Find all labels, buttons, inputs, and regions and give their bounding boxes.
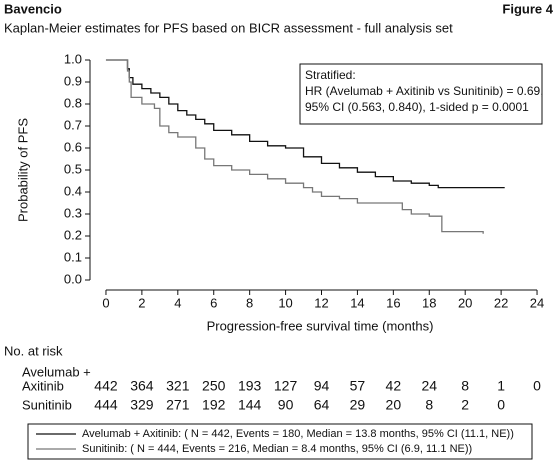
risk-count: 444 xyxy=(94,397,118,413)
risk-count: 321 xyxy=(166,378,190,394)
annotation-text: Stratified: xyxy=(305,68,356,82)
risk-count: 2 xyxy=(461,397,469,413)
annotation-box xyxy=(299,63,543,125)
x-tick-label: 16 xyxy=(386,295,400,310)
x-tick-label: 24 xyxy=(530,295,544,310)
y-tick-label: 1.0 xyxy=(64,51,82,66)
figure-label: Figure 4 xyxy=(502,1,553,16)
risk-row-label: Sunitinib xyxy=(22,397,72,412)
annotation-text: 95% CI (0.563, 0.840), 1-sided p = 0.000… xyxy=(305,100,529,114)
y-tick-label: 0.2 xyxy=(64,227,82,242)
risk-count: 24 xyxy=(421,378,437,394)
y-tick-label: 0.7 xyxy=(64,117,82,132)
chart-title: Kaplan-Meier estimates for PFS based on … xyxy=(4,20,453,35)
x-tick-label: 8 xyxy=(246,295,253,310)
legend-box xyxy=(27,423,533,460)
risk-count: 42 xyxy=(386,378,402,394)
risk-count: 329 xyxy=(130,397,154,413)
x-tick-label: 22 xyxy=(494,295,508,310)
brand: Bavencio xyxy=(4,1,62,16)
y-tick-label: 0.4 xyxy=(64,183,82,198)
risk-count: 271 xyxy=(166,397,190,413)
y-tick-label: 0.6 xyxy=(64,139,82,154)
y-tick-label: 0.8 xyxy=(64,95,82,110)
risk-count: 442 xyxy=(94,378,118,394)
x-tick-label: 20 xyxy=(458,295,472,310)
risk-count: 57 xyxy=(350,378,366,394)
risk-count: 1 xyxy=(497,378,505,394)
risk-row-label: Avelumab + xyxy=(22,364,91,379)
y-axis-label: Probability of PFS xyxy=(15,118,30,222)
risk-count: 127 xyxy=(274,378,298,394)
km-curve xyxy=(105,59,484,234)
risk-table-title: No. at risk xyxy=(4,343,63,358)
y-tick-label: 0.9 xyxy=(64,73,82,88)
x-tick-label: 2 xyxy=(138,295,145,310)
x-axis-label: Progression-free survival time (months) xyxy=(207,318,434,333)
y-tick-label: 0.1 xyxy=(64,249,82,264)
risk-count: 94 xyxy=(314,378,330,394)
x-tick-label: 10 xyxy=(278,295,292,310)
legend-label: Avelumab + Axitinib: ( N = 442, Events =… xyxy=(82,428,514,440)
risk-count: 0 xyxy=(497,397,505,413)
x-tick-label: 0 xyxy=(102,295,109,310)
x-tick-label: 4 xyxy=(174,295,181,310)
legend-label: Sunitinib: ( N = 444, Events = 216, Medi… xyxy=(82,443,472,455)
annotation-text: HR (Avelumab + Axitinib vs Sunitinib) = … xyxy=(305,84,544,98)
y-tick-label: 0.0 xyxy=(64,271,82,286)
risk-count: 193 xyxy=(238,378,262,394)
risk-count: 90 xyxy=(278,397,294,413)
y-tick-label: 0.5 xyxy=(64,161,82,176)
x-tick-label: 12 xyxy=(314,295,328,310)
risk-count: 8 xyxy=(461,378,469,394)
risk-count: 20 xyxy=(386,397,402,413)
risk-count: 0 xyxy=(533,378,541,394)
risk-count: 8 xyxy=(425,397,433,413)
risk-count: 29 xyxy=(350,397,366,413)
risk-row-label: Axitinib xyxy=(22,378,64,393)
x-tick-label: 18 xyxy=(422,295,436,310)
y-tick-label: 0.3 xyxy=(64,205,82,220)
risk-count: 64 xyxy=(314,397,330,413)
km-curve xyxy=(105,59,505,189)
risk-count: 144 xyxy=(238,397,262,413)
x-tick-label: 14 xyxy=(350,295,364,310)
risk-count: 364 xyxy=(130,378,154,394)
x-tick-label: 6 xyxy=(210,295,217,310)
risk-count: 250 xyxy=(202,378,226,394)
risk-count: 192 xyxy=(202,397,226,413)
